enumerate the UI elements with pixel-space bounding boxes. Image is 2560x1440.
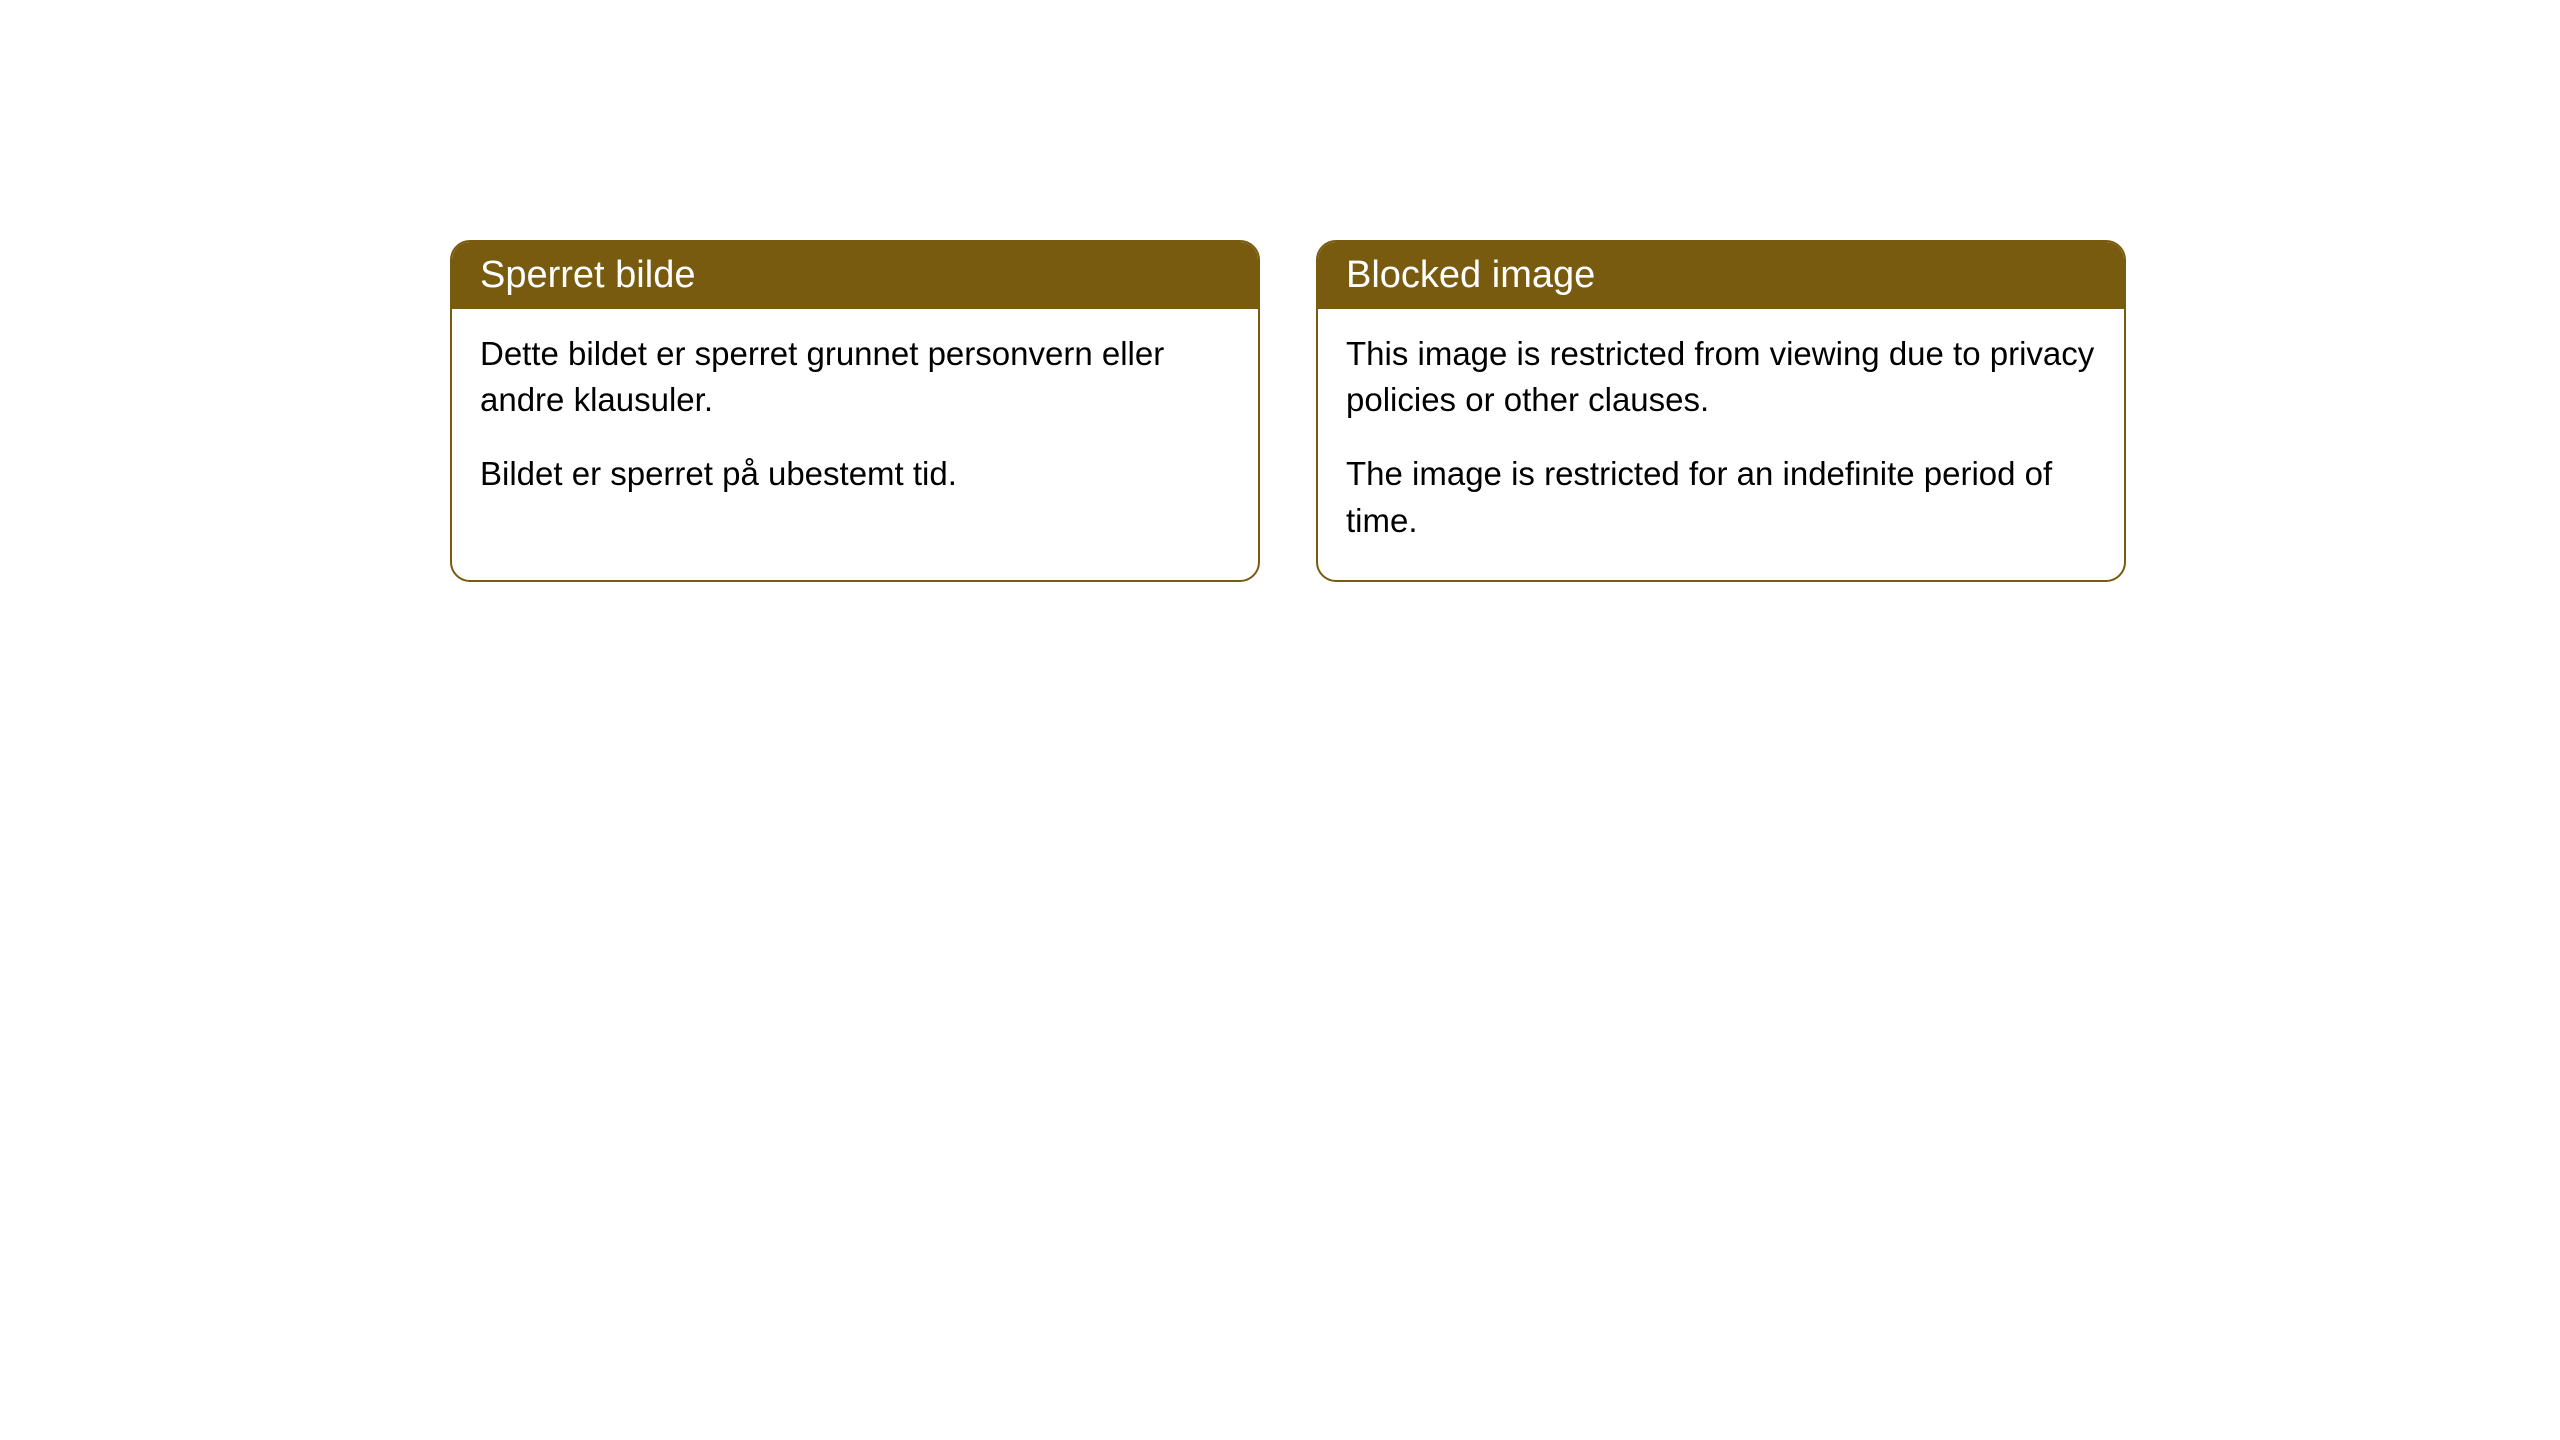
card-header-english: Blocked image bbox=[1318, 242, 2124, 309]
card-text-line1: This image is restricted from viewing du… bbox=[1346, 331, 2096, 423]
card-body-norwegian: Dette bildet er sperret grunnet personve… bbox=[452, 309, 1258, 534]
card-text-line2: The image is restricted for an indefinit… bbox=[1346, 451, 2096, 543]
notice-card-english: Blocked image This image is restricted f… bbox=[1316, 240, 2126, 582]
notice-cards-container: Sperret bilde Dette bildet er sperret gr… bbox=[450, 240, 2126, 582]
card-body-english: This image is restricted from viewing du… bbox=[1318, 309, 2124, 580]
notice-card-norwegian: Sperret bilde Dette bildet er sperret gr… bbox=[450, 240, 1260, 582]
card-header-norwegian: Sperret bilde bbox=[452, 242, 1258, 309]
card-text-line1: Dette bildet er sperret grunnet personve… bbox=[480, 331, 1230, 423]
card-text-line2: Bildet er sperret på ubestemt tid. bbox=[480, 451, 1230, 497]
